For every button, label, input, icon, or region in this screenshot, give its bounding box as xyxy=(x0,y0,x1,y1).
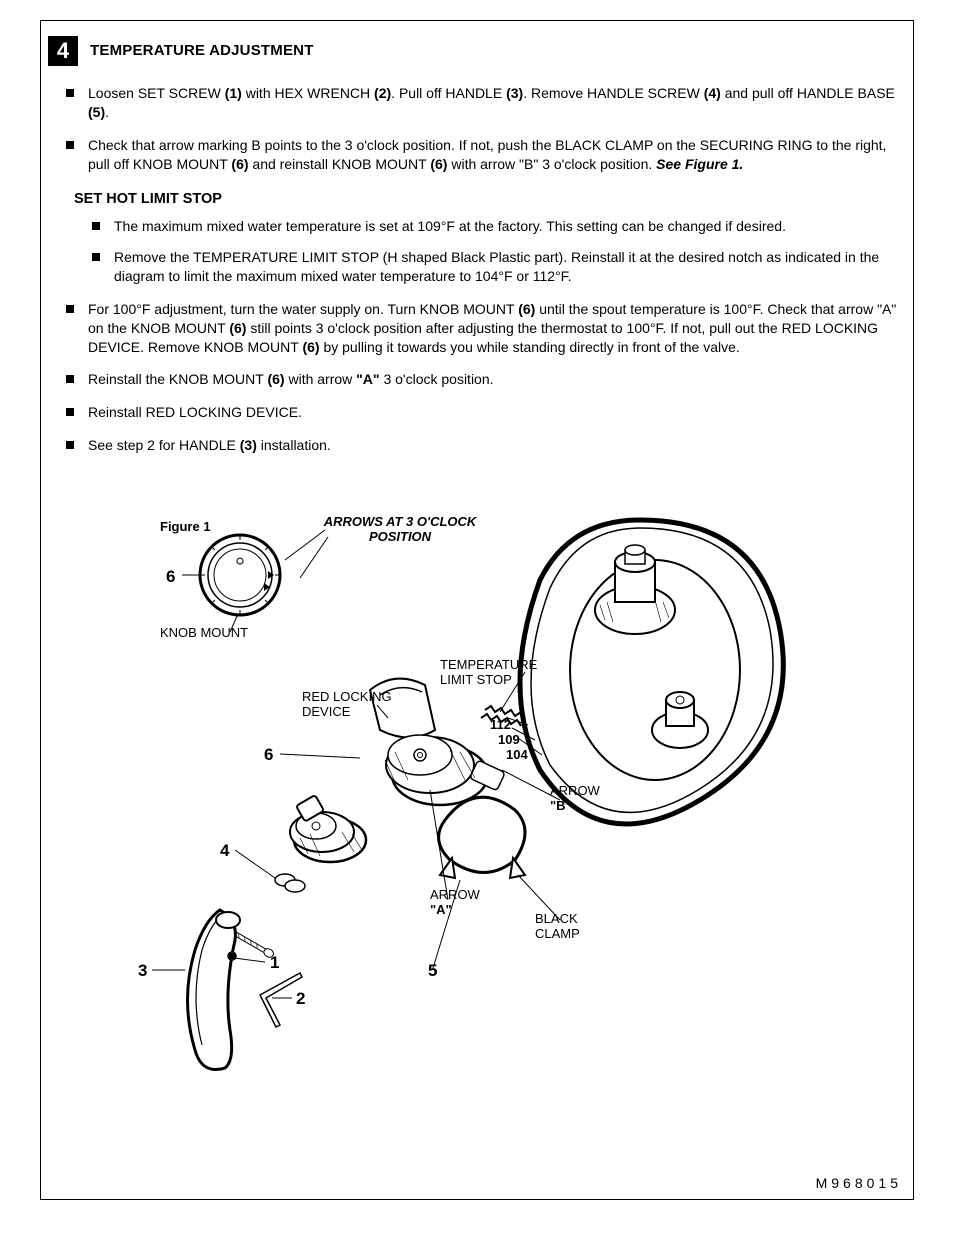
bullet-list-top: Loosen SET SCREW (1) with HEX WRENCH (2)… xyxy=(48,84,906,174)
bullet-item: The maximum mixed water temperature is s… xyxy=(92,217,906,236)
callout-2: 2 xyxy=(296,988,305,1011)
content-area: 4 TEMPERATURE ADJUSTMENT Loosen SET SCRE… xyxy=(48,36,906,469)
label-knob-mount: KNOB MOUNT xyxy=(160,626,248,641)
label-104: 104 xyxy=(506,748,528,763)
label-112: 112 xyxy=(490,718,511,733)
bullet-item: Reinstall the KNOB MOUNT (6) with arrow … xyxy=(66,370,906,389)
bullet-item: For 100°F adjustment, turn the water sup… xyxy=(66,300,906,357)
label-arrow-b: ARROW"B" xyxy=(550,784,600,814)
sub-heading: SET HOT LIMIT STOP xyxy=(74,190,906,210)
bullet-item: Remove the TEMPERATURE LIMIT STOP (H sha… xyxy=(92,248,906,286)
label-red-locking: RED LOCKINGDEVICE xyxy=(302,690,402,720)
bullet-item: Reinstall RED LOCKING DEVICE. xyxy=(66,403,906,422)
callout-6-top: 6 xyxy=(166,566,175,589)
label-arrow-a: ARROW"A" xyxy=(430,888,480,918)
label-109: 109 xyxy=(498,733,520,748)
figure-svg xyxy=(130,500,830,1100)
callout-5: 5 xyxy=(428,960,437,983)
step-header: 4 TEMPERATURE ADJUSTMENT xyxy=(48,36,906,66)
label-black-clamp: BLACKCLAMP xyxy=(535,912,580,942)
bullet-list-sub: The maximum mixed water temperature is s… xyxy=(48,217,906,286)
label-temp-limit: TEMPERATURELIMIT STOP xyxy=(440,658,560,688)
callout-6-mid: 6 xyxy=(264,744,273,767)
callout-4: 4 xyxy=(220,840,229,863)
figure-1: Figure 1 ARROWS AT 3 O'CLOCKPOSITION xyxy=(130,500,830,1080)
document-number: M968015 xyxy=(816,1174,902,1193)
bullet-item: Loosen SET SCREW (1) with HEX WRENCH (2)… xyxy=(66,84,906,122)
bullet-item: See step 2 for HANDLE (3) installation. xyxy=(66,436,906,455)
bullet-item: Check that arrow marking B points to the… xyxy=(66,136,906,174)
step-title: TEMPERATURE ADJUSTMENT xyxy=(90,41,314,61)
bullet-list-after: For 100°F adjustment, turn the water sup… xyxy=(48,300,906,455)
step-number-box: 4 xyxy=(48,36,78,66)
callout-1: 1 xyxy=(270,952,279,975)
callout-3: 3 xyxy=(138,960,147,983)
